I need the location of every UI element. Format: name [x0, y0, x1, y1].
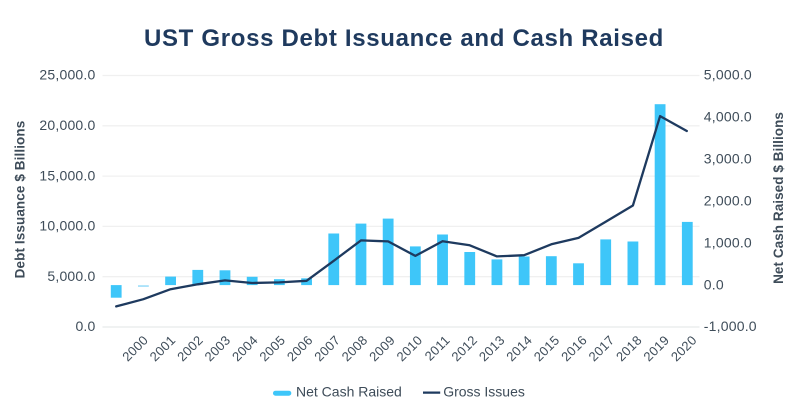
svg-text:Net Cash Raised $ Billions: Net Cash Raised $ Billions	[771, 112, 786, 284]
svg-text:2,000.0: 2,000.0	[704, 192, 752, 208]
svg-text:0.0: 0.0	[75, 318, 95, 334]
svg-text:1,000.0: 1,000.0	[704, 234, 752, 250]
svg-text:10,000.0: 10,000.0	[39, 218, 95, 234]
svg-text:Gross Issues: Gross Issues	[443, 384, 525, 400]
svg-text:20,000.0: 20,000.0	[39, 117, 95, 133]
svg-text:4,000.0: 4,000.0	[704, 109, 752, 125]
svg-text:15,000.0: 15,000.0	[39, 167, 95, 183]
svg-text:-1,000.0: -1,000.0	[704, 318, 757, 334]
svg-text:25,000.0: 25,000.0	[39, 67, 95, 83]
svg-text:Debt Issuance $ Billions: Debt Issuance $ Billions	[12, 121, 27, 279]
svg-text:3,000.0: 3,000.0	[704, 151, 752, 167]
svg-text:UST Gross Debt Issuance and Ca: UST Gross Debt Issuance and Cash Raised	[144, 25, 664, 52]
svg-text:0.0: 0.0	[704, 276, 724, 292]
svg-text:Net Cash Raised: Net Cash Raised	[296, 384, 402, 400]
svg-text:5,000.0: 5,000.0	[704, 67, 752, 83]
svg-text:5,000.0: 5,000.0	[47, 268, 95, 284]
